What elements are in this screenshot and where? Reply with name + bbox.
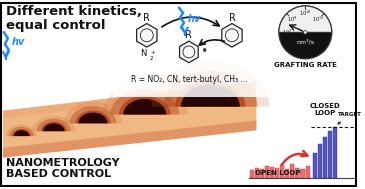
Wedge shape (279, 6, 332, 32)
Bar (255, 168, 259, 178)
Text: R: R (228, 13, 235, 22)
Polygon shape (9, 127, 34, 136)
Text: hv: hv (188, 14, 201, 24)
Text: CLOSED
LOOP: CLOSED LOOP (310, 103, 341, 115)
Text: NANOMETROLOGY: NANOMETROLOGY (6, 158, 119, 168)
Text: 10$^{10}$: 10$^{10}$ (299, 9, 312, 18)
Polygon shape (43, 123, 65, 131)
Polygon shape (36, 119, 71, 131)
Text: GRAFTING RATE: GRAFTING RATE (274, 62, 337, 68)
Polygon shape (32, 115, 75, 131)
Polygon shape (222, 24, 242, 47)
Bar (260, 169, 264, 178)
Bar (275, 168, 279, 178)
Polygon shape (6, 124, 37, 136)
Polygon shape (152, 62, 269, 107)
Polygon shape (75, 110, 111, 123)
Bar (280, 165, 284, 178)
Bar (306, 167, 310, 178)
Bar (318, 144, 322, 178)
Bar (250, 170, 254, 178)
Polygon shape (69, 106, 116, 123)
Polygon shape (64, 102, 122, 123)
Polygon shape (123, 99, 166, 115)
Bar (312, 153, 317, 178)
Polygon shape (175, 80, 246, 107)
Text: R = NO₂, CN, tert-butyl, CH₃ ...: R = NO₂, CN, tert-butyl, CH₃ ... (131, 75, 247, 84)
Polygon shape (181, 84, 240, 107)
Text: 10$^9$: 10$^9$ (287, 15, 297, 24)
Bar (328, 131, 332, 178)
Polygon shape (110, 90, 179, 115)
Text: R: R (185, 30, 192, 40)
Polygon shape (164, 71, 257, 107)
Text: nm³/s: nm³/s (296, 39, 314, 45)
Bar (270, 167, 274, 178)
Circle shape (279, 6, 332, 59)
Text: N: N (141, 49, 147, 58)
Polygon shape (3, 81, 256, 158)
Bar (333, 127, 337, 178)
Polygon shape (12, 129, 31, 136)
Bar (285, 169, 289, 178)
Text: Different kinetics,: Different kinetics, (6, 5, 142, 18)
Text: OPEN LOOP: OPEN LOOP (255, 170, 301, 176)
Text: 10$^7$: 10$^7$ (282, 28, 292, 37)
Polygon shape (102, 83, 188, 115)
Polygon shape (180, 41, 198, 63)
Bar (112, 5, 269, 97)
Polygon shape (119, 96, 171, 115)
Text: •: • (201, 45, 208, 58)
Polygon shape (3, 81, 256, 119)
Text: R: R (143, 13, 150, 22)
Polygon shape (137, 24, 157, 47)
Polygon shape (41, 122, 67, 131)
Bar (265, 166, 269, 178)
Bar (290, 164, 295, 178)
Text: BASED CONTROL: BASED CONTROL (6, 169, 111, 179)
Bar (323, 137, 327, 178)
Bar (295, 168, 299, 178)
Text: $_2^+$: $_2^+$ (149, 49, 156, 63)
Bar (300, 169, 304, 178)
Polygon shape (78, 113, 108, 123)
Polygon shape (3, 120, 256, 158)
Text: TARGET: TARGET (338, 112, 362, 124)
Text: 10$^{11}$: 10$^{11}$ (312, 15, 324, 24)
Polygon shape (14, 130, 29, 136)
Text: equal control: equal control (6, 19, 105, 32)
Text: hv: hv (12, 37, 25, 47)
Circle shape (304, 31, 307, 34)
